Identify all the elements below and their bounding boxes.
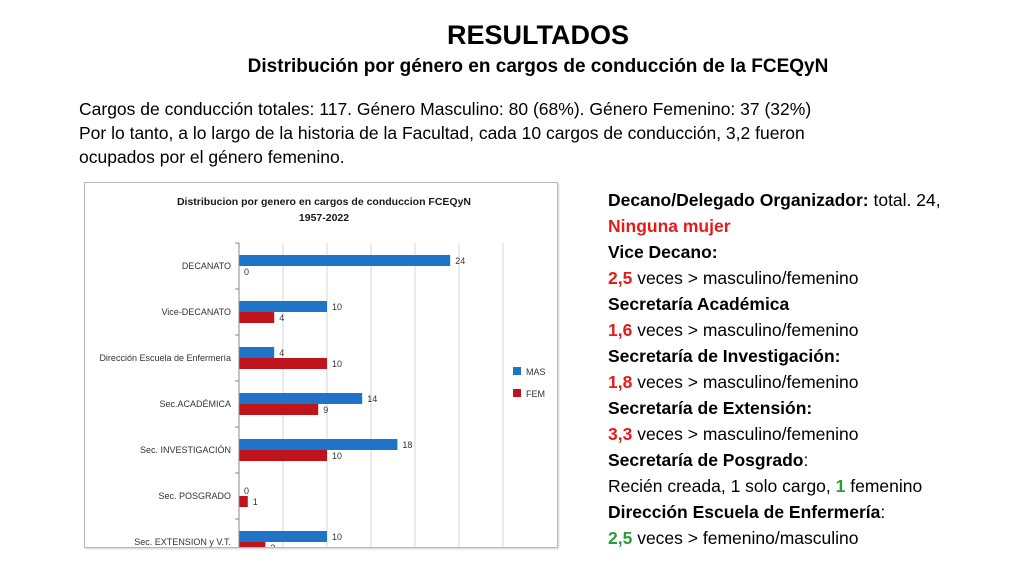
- enfermeria-line: 2,5 veces > femenino/masculino: [608, 525, 1018, 551]
- data-label: 14: [367, 394, 377, 404]
- bar-mas: [239, 255, 451, 266]
- academica-label: Secretaría Académica: [608, 294, 790, 314]
- intro-line-2: Por lo tanto, a lo largo de la historia …: [79, 123, 805, 143]
- data-label: 4: [279, 313, 284, 323]
- enfermeria-label-line: Dirección Escuela de Enfermería:: [608, 499, 1018, 525]
- investigacion-text: veces > masculino/femenino: [632, 372, 859, 392]
- posgrado-colon: :: [803, 450, 809, 470]
- enfermeria-label: Dirección Escuela de Enfermería: [608, 502, 881, 522]
- y-tick-label: Sec.ACADÉMICA: [159, 399, 231, 409]
- y-tick-label: Sec. EXTENSION y V.T.: [134, 537, 231, 547]
- decano-label: Decano/Delegado Organizador:: [608, 190, 869, 210]
- bar-mas: [239, 531, 327, 542]
- bar-mas: [239, 301, 327, 312]
- extension-line: 3,3 veces > masculino/femenino: [608, 421, 1018, 447]
- legend-swatch-mas: [513, 367, 521, 375]
- bar-fem: [239, 496, 248, 507]
- data-label: 10: [332, 532, 342, 542]
- data-label: 10: [332, 451, 342, 461]
- bar-mas: [239, 439, 398, 450]
- academica-text: veces > masculino/femenino: [632, 320, 859, 340]
- chart-legend: MAS FEM: [513, 367, 546, 399]
- decano-line: Decano/Delegado Organizador: total. 24,: [608, 187, 1018, 213]
- legend-label-mas: MAS: [526, 367, 546, 377]
- bar-fem: [239, 312, 275, 323]
- bar-mas: [239, 347, 275, 358]
- investigacion-label: Secretaría de Investigación:: [608, 346, 841, 366]
- posgrado-value: 1: [835, 476, 846, 496]
- page-subtitle: Distribución por género en cargos de con…: [247, 56, 829, 77]
- data-label: 1: [253, 497, 258, 507]
- academica-line: 1,6 veces > masculino/femenino: [608, 317, 1018, 343]
- posgrado-text: Recién creada, 1 solo cargo,: [608, 476, 836, 496]
- y-tick-label: DECANATO: [182, 261, 231, 271]
- posgrado-label: Secretaría de Posgrado: [608, 450, 804, 470]
- legend-label-fem: FEM: [526, 389, 545, 399]
- posgrado-suffix: femenino: [845, 476, 923, 496]
- data-label: 10: [332, 302, 342, 312]
- posgrado-line: Recién creada, 1 solo cargo, 1 femenino: [608, 473, 1018, 499]
- data-label: 9: [323, 405, 328, 415]
- chart-subtitle: 1957-2022: [299, 212, 349, 224]
- legend-swatch-fem: [513, 389, 521, 397]
- bar-fem: [239, 450, 327, 461]
- chart-canvas: Distribucion por genero en cargos de con…: [99, 196, 546, 547]
- data-label: 4: [279, 348, 284, 358]
- intro-line-1: Cargos de conducción totales: 117. Géner…: [79, 99, 812, 119]
- vice-text: veces > masculino/femenino: [632, 268, 859, 288]
- vice-value: 2,5: [608, 268, 633, 288]
- data-label: 0: [244, 486, 249, 496]
- data-label: 24: [455, 256, 465, 266]
- bar-mas: [239, 393, 363, 404]
- investigacion-value: 1,8: [608, 372, 633, 392]
- y-tick-label: Sec. POSGRADO: [158, 491, 231, 501]
- vice-label: Vice Decano:: [608, 242, 718, 262]
- enfermeria-text: veces > femenino/masculino: [632, 528, 859, 548]
- bar-fem: [239, 404, 319, 415]
- data-label: 10: [332, 359, 342, 369]
- y-tick-label: Sec. INVESTIGACIÓN: [140, 445, 231, 455]
- chart-title: Distribucion por genero en cargos de con…: [177, 196, 471, 208]
- extension-text: veces > masculino/femenino: [632, 424, 859, 444]
- academica-value: 1,6: [608, 320, 633, 340]
- y-tick-label: Vice-DECANATO: [161, 307, 231, 317]
- extension-label: Secretaría de Extensión:: [608, 398, 813, 418]
- bar-fem: [239, 542, 266, 547]
- data-label: 3: [270, 543, 275, 547]
- intro-text: Cargos de conducción totales: 117. Géner…: [79, 97, 979, 169]
- enfermeria-value: 2,5: [608, 528, 633, 548]
- vice-line: 2,5 veces > masculino/femenino: [608, 265, 1018, 291]
- summary-panel: Decano/Delegado Organizador: total. 24, …: [608, 187, 1018, 551]
- y-tick-label: Dirección Escuela de Enfermería: [99, 353, 231, 363]
- intro-line-3: ocupados por el género femenino.: [79, 147, 345, 167]
- data-label: 18: [402, 440, 412, 450]
- decano-note: Ninguna mujer: [608, 216, 731, 236]
- enfermeria-colon: :: [880, 502, 886, 522]
- page-title: RESULTADOS: [447, 20, 629, 50]
- bar-fem: [239, 358, 327, 369]
- investigacion-line: 1,8 veces > masculino/femenino: [608, 369, 1018, 395]
- data-label: 0: [244, 267, 249, 277]
- extension-value: 3,3: [608, 424, 633, 444]
- bar-chart: Distribucion por genero en cargos de con…: [84, 182, 558, 548]
- decano-text: total. 24,: [868, 190, 941, 210]
- posgrado-label-line: Secretaría de Posgrado:: [608, 447, 1018, 473]
